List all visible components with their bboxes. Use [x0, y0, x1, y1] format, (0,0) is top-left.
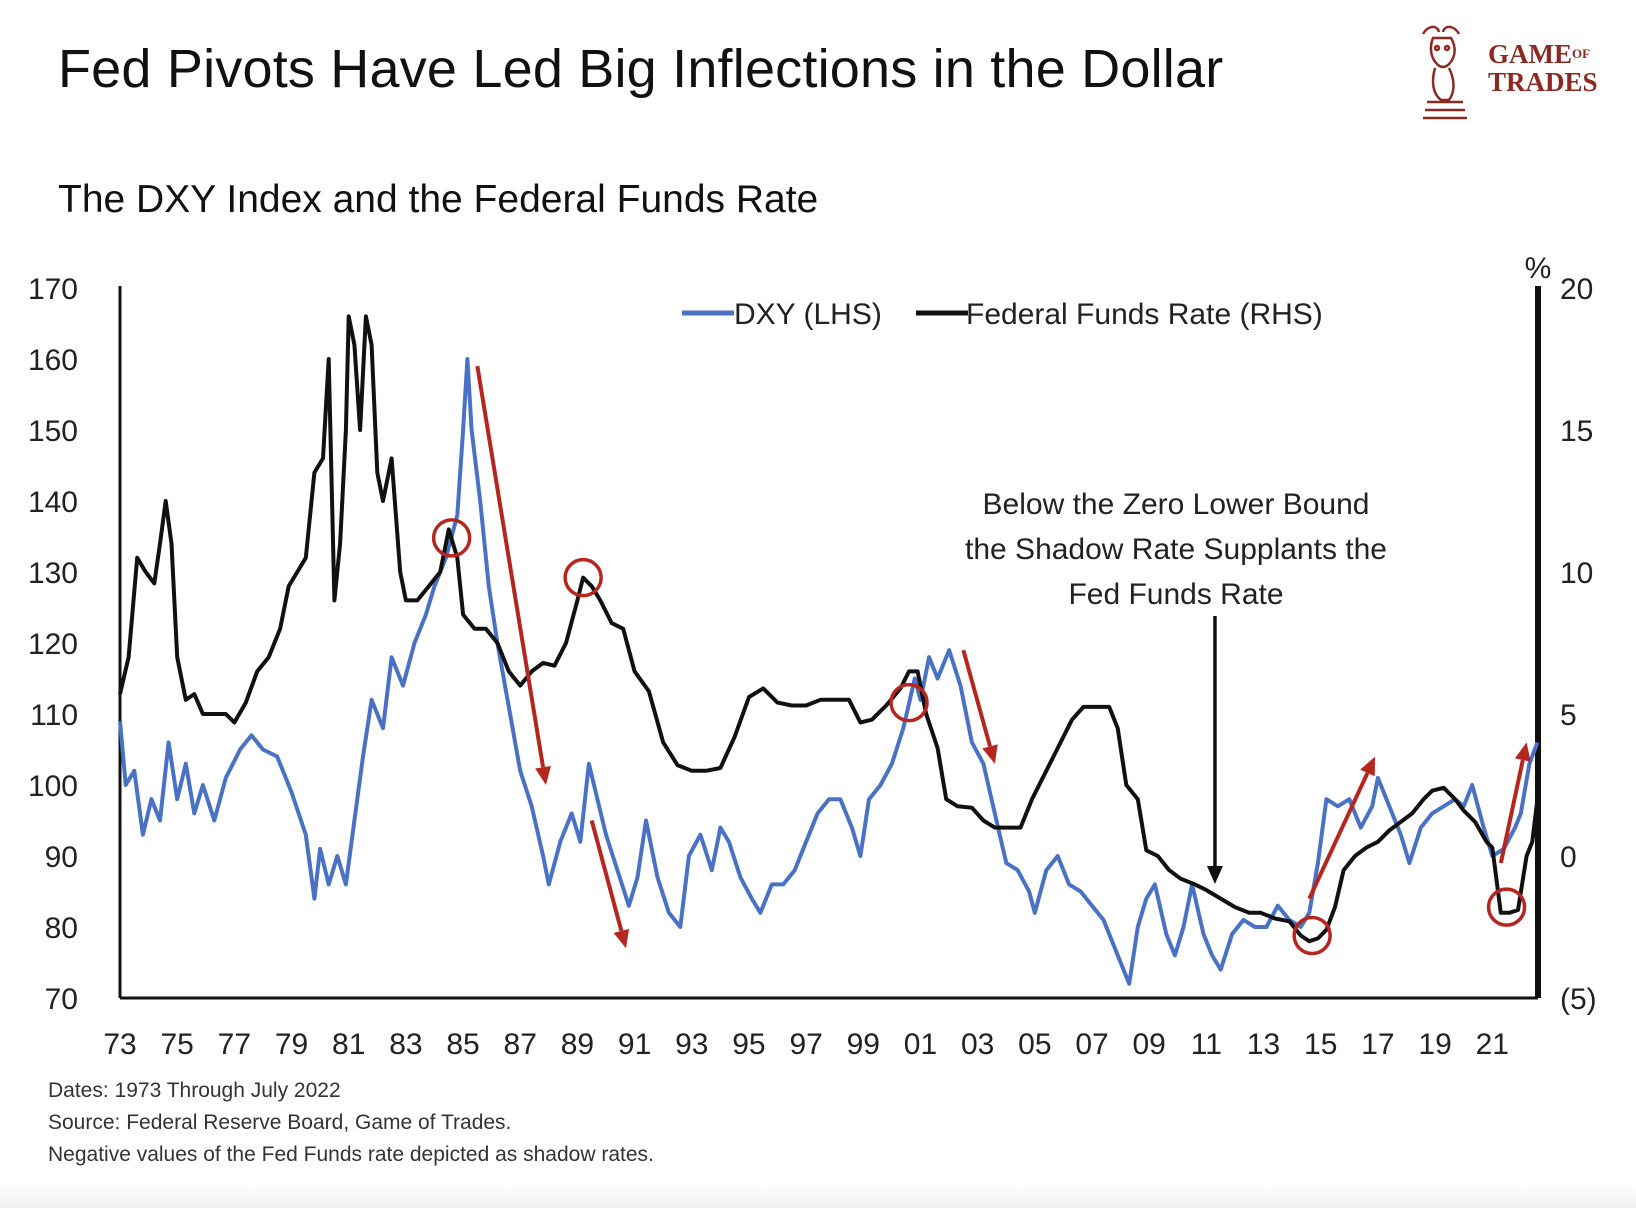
annotation-text-line: the Shadow Rate Supplants the: [965, 533, 1387, 566]
x-tick-label: 79: [275, 1028, 308, 1061]
x-tick-label: 93: [675, 1028, 708, 1061]
chart-subtitle: The DXY Index and the Federal Funds Rate: [58, 178, 819, 221]
pivot-circle-marker: [563, 557, 603, 598]
footnote-dates: Dates: 1973 Through July 2022: [48, 1079, 341, 1102]
annotation-text-line: Below the Zero Lower Bound: [983, 488, 1370, 521]
left-y-tick-label: 120: [28, 628, 78, 661]
right-y-unit-label: %: [1525, 252, 1552, 285]
x-tick-label: 15: [1304, 1028, 1337, 1061]
legend-label-dxy: DXY (LHS): [734, 298, 882, 331]
trend-arrow-shaft: [1498, 759, 1525, 864]
logo-text-of: OF: [1572, 46, 1591, 61]
logo-text-game: GAME: [1488, 39, 1572, 69]
x-tick-label: 13: [1247, 1028, 1280, 1061]
x-tick-label: 01: [904, 1028, 937, 1061]
x-tick-label: 77: [218, 1028, 251, 1061]
left-y-tick-label: 90: [45, 841, 78, 874]
trend-arrow-head: [1514, 742, 1531, 762]
x-tick-label: 05: [1018, 1028, 1051, 1061]
left-y-tick-label: 160: [28, 344, 78, 377]
right-y-tick-label: 10: [1560, 557, 1593, 590]
trend-arrow-head: [613, 928, 630, 949]
x-tick-label: 87: [504, 1028, 537, 1061]
left-y-tick-label: 130: [28, 557, 78, 590]
x-tick-label: 81: [332, 1028, 365, 1061]
left-y-tick-label: 170: [28, 273, 78, 306]
annotation-pointer-arrow-head: [1206, 866, 1223, 884]
x-tick-label: 75: [160, 1028, 193, 1061]
left-y-tick-label: 80: [45, 912, 78, 945]
x-tick-label: 73: [103, 1028, 136, 1061]
logo-text-trades: TRADES: [1488, 67, 1598, 97]
left-y-tick-label: 150: [28, 415, 78, 448]
bottom-fade: [0, 1180, 1636, 1208]
fed-funds-series-line: [118, 314, 1540, 944]
right-y-tick-label: 15: [1560, 415, 1593, 448]
bull-chess-knight-icon: [1421, 25, 1467, 120]
x-tick-label: 85: [446, 1028, 479, 1061]
pivot-circle-marker: [1486, 887, 1527, 927]
logo-wordmark: GAMEOF TRADES: [1488, 40, 1598, 96]
right-y-tick-label: 20: [1560, 273, 1593, 306]
chart-title: Fed Pivots Have Led Big Inflections in t…: [58, 39, 1224, 99]
legend-label-fed-funds: Federal Funds Rate (RHS): [966, 298, 1323, 331]
left-y-tick-label: 100: [28, 770, 78, 803]
x-tick-label: 83: [389, 1028, 422, 1061]
trend-arrow-head: [982, 744, 998, 764]
footnote-source: Source: Federal Reserve Board, Game of T…: [48, 1111, 512, 1134]
trend-arrow-head: [1360, 756, 1376, 777]
x-tick-label: 97: [789, 1028, 822, 1061]
left-y-tick-label: 70: [45, 983, 78, 1016]
right-y-tick-label: 0: [1560, 841, 1577, 874]
pivot-circle-marker: [889, 682, 929, 723]
trend-arrow-head: [535, 765, 551, 785]
right-y-tick-label: (5): [1560, 983, 1597, 1016]
pivot-circle-marker: [1292, 915, 1332, 956]
trend-arrow-shaft: [475, 365, 546, 768]
x-tick-label: 09: [1133, 1028, 1166, 1061]
trend-arrow-shaft: [1307, 772, 1370, 900]
x-tick-label: 91: [618, 1028, 651, 1061]
x-tick-label: 89: [561, 1028, 594, 1061]
right-y-tick-label: 5: [1560, 699, 1577, 732]
x-tick-label: 21: [1476, 1028, 1509, 1061]
trend-arrow-shaft: [589, 819, 624, 932]
dxy-series-line: [118, 357, 1540, 986]
left-y-tick-label: 110: [30, 699, 78, 732]
trend-arrow-shaft: [961, 649, 992, 747]
footnote-shadow-rates: Negative values of the Fed Funds rate de…: [48, 1143, 654, 1166]
x-tick-label: 03: [961, 1028, 994, 1061]
footnotes: Dates: 1973 Through July 2022 Source: Fe…: [48, 1075, 654, 1171]
x-tick-label: 99: [847, 1028, 880, 1061]
x-tick-label: 17: [1361, 1028, 1394, 1061]
x-tick-label: 19: [1418, 1028, 1451, 1061]
left-y-tick-label: 140: [28, 486, 78, 519]
x-tick-label: 11: [1191, 1028, 1222, 1061]
x-tick-label: 07: [1075, 1028, 1108, 1061]
annotation-text-line: Fed Funds Rate: [1068, 578, 1283, 611]
pivot-circle-marker: [431, 518, 472, 558]
x-tick-label: 95: [732, 1028, 765, 1061]
